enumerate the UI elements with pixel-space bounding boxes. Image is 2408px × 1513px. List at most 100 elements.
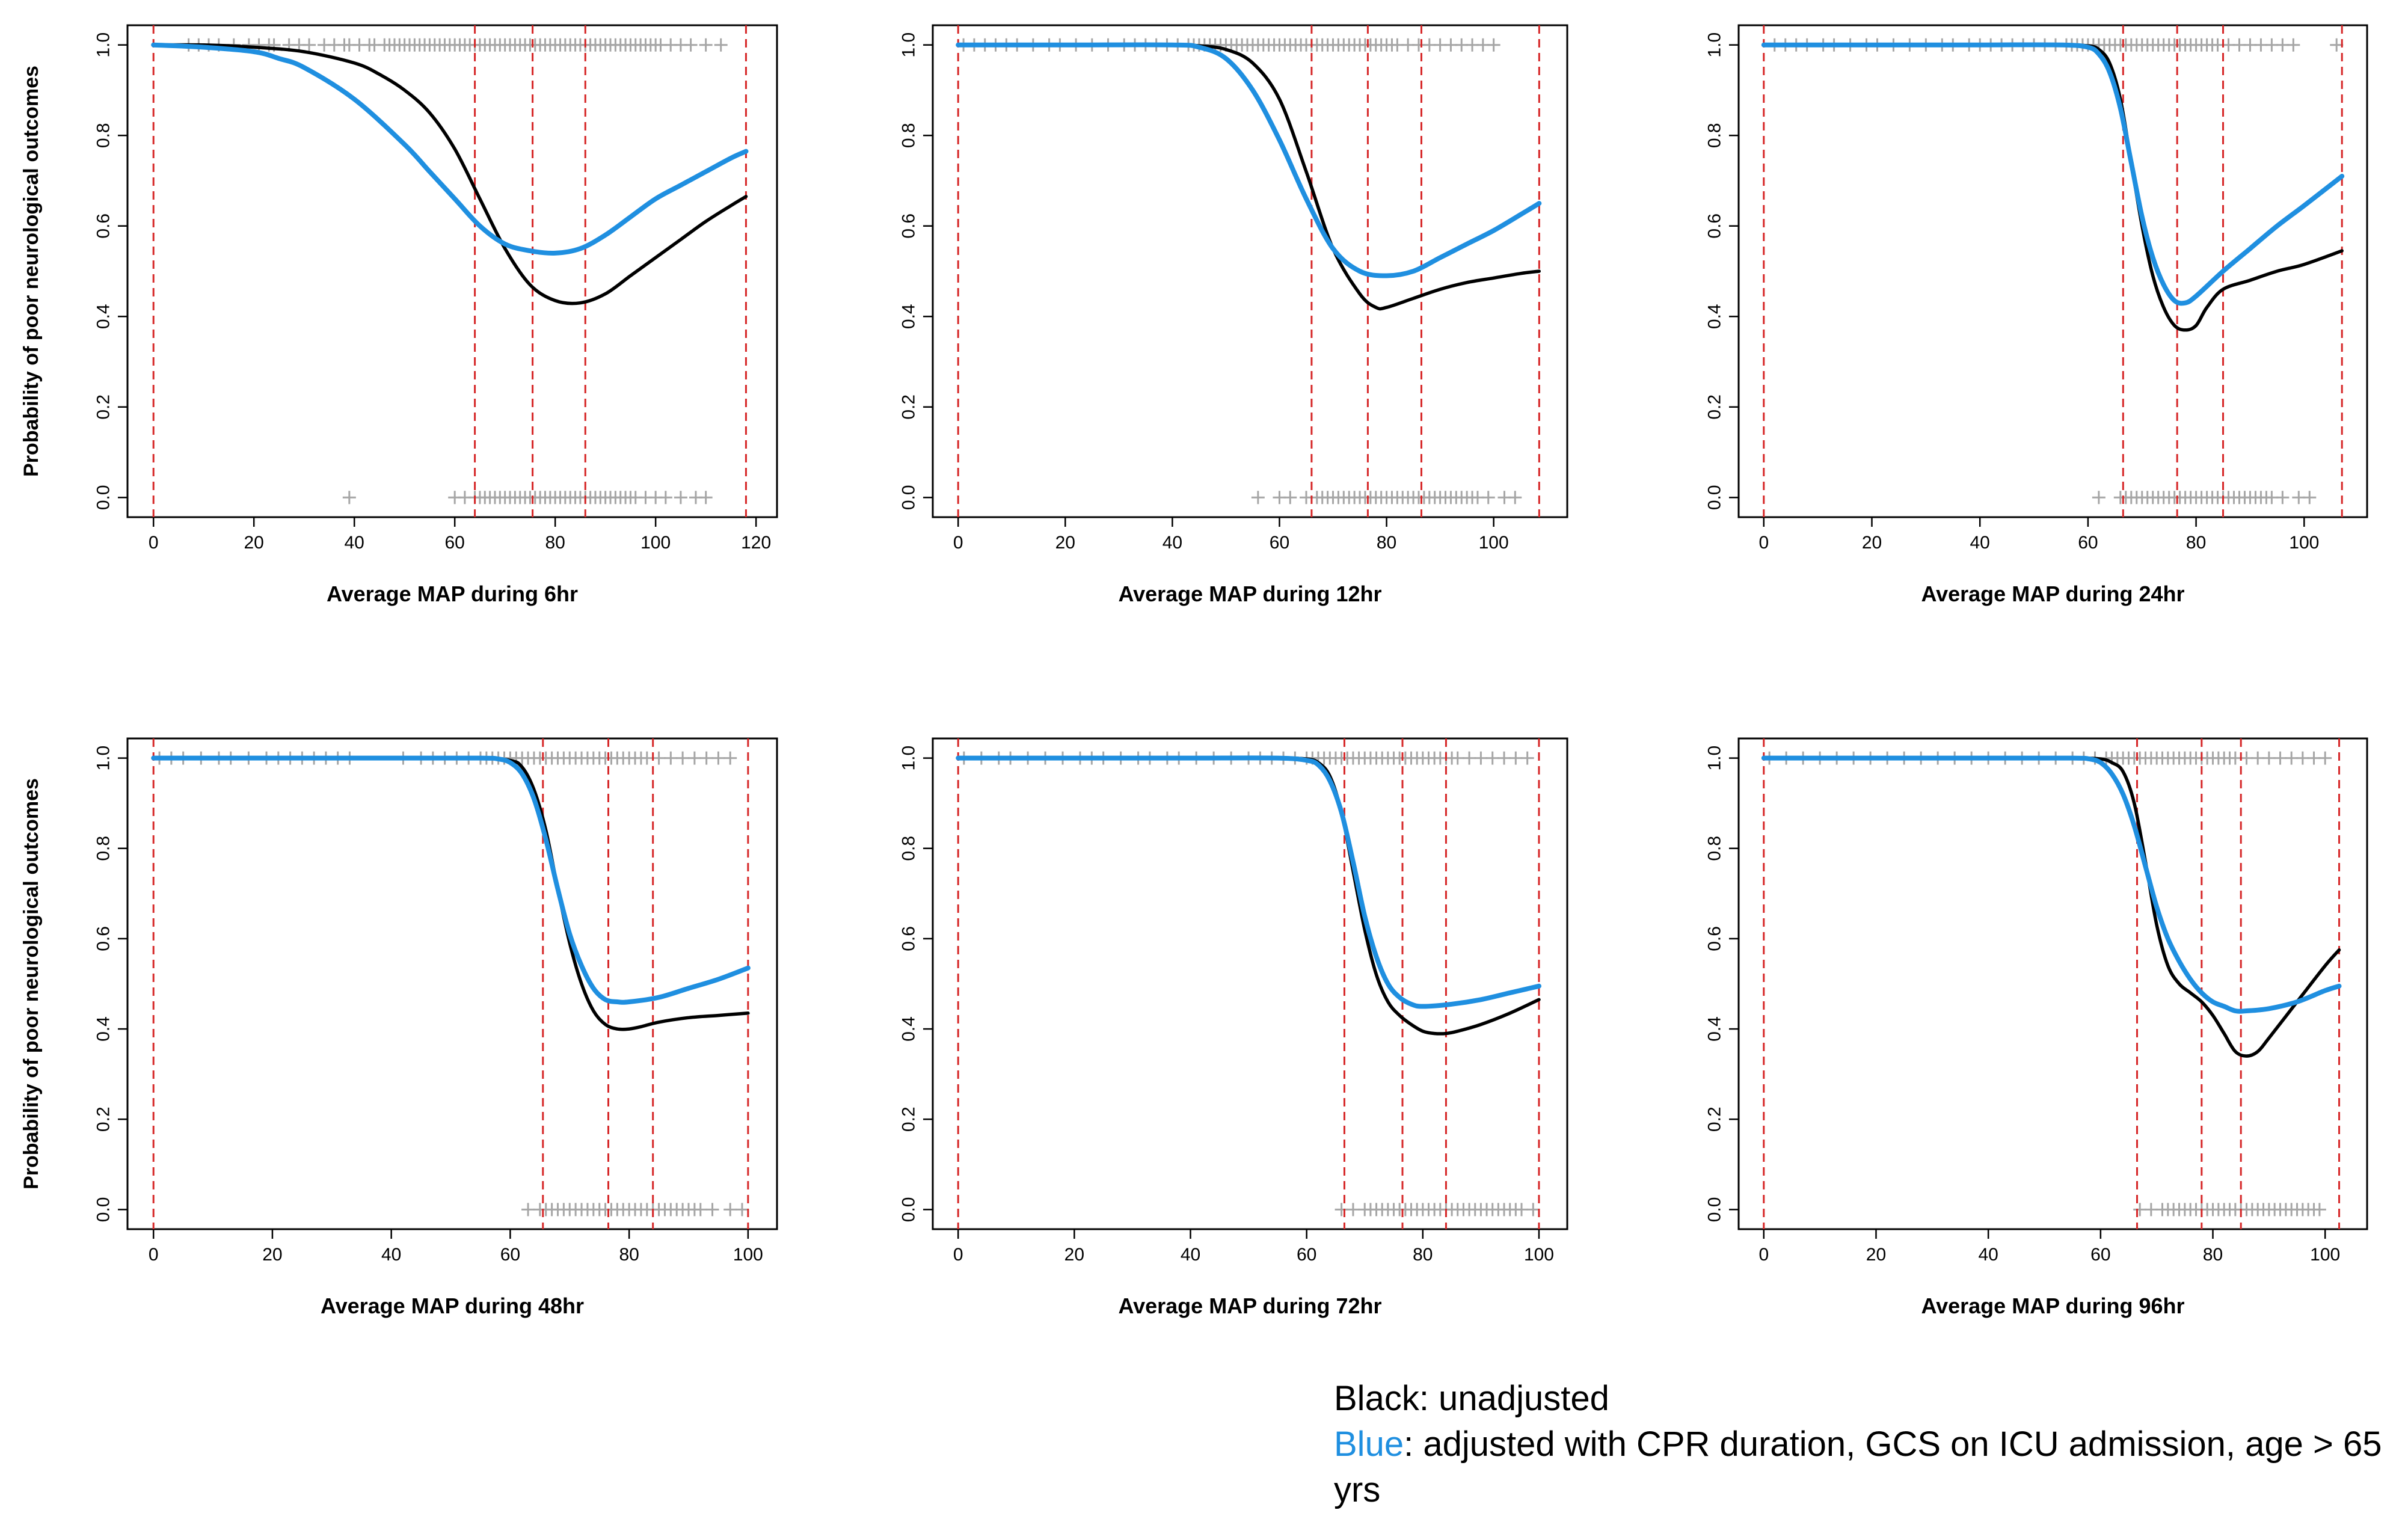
panel-2: 0 20 40 60 80 100 0.0 0.2 0.4 0.6 0.8 1.0 Average MA… [899, 24, 1568, 606]
rug-mark-bottom [2303, 491, 2317, 505]
legend-blue-key: Blue [1334, 1425, 1404, 1464]
y-tick-label: 1.0 [1705, 32, 1725, 58]
x-tick-label: 20 [1064, 1245, 1084, 1265]
rug-mark-top [2307, 751, 2321, 765]
rug-mark-top [2287, 38, 2300, 52]
y-tick-label: 0.6 [1705, 926, 1725, 951]
y-tick-label: 0.0 [899, 485, 919, 510]
rug-mark-top [2251, 751, 2265, 765]
rug-mark-top [711, 751, 725, 765]
x-axis-title: Average MAP during 6hr [327, 582, 578, 606]
x-tick-label: 40 [344, 533, 364, 553]
rug-group [153, 751, 749, 1217]
x-axis-title: Average MAP during 96hr [1921, 1294, 2184, 1318]
rug-mark-bottom [1526, 1203, 1540, 1217]
y-tick-label: 0.8 [94, 123, 114, 148]
y-tick-label: 0.2 [899, 1106, 919, 1132]
series-line-adjusted [956, 42, 1542, 278]
y-tick-label: 0.0 [1705, 1197, 1725, 1223]
x-tick-label: 40 [1163, 533, 1182, 553]
x-tick-label: 60 [444, 533, 464, 553]
panel-5: 0 20 40 60 80 100 0.0 0.2 0.4 0.6 0.8 1.0 Average MA… [899, 737, 1568, 1318]
y-tick-label: 0.6 [899, 926, 919, 951]
rug-mark-bottom [342, 491, 356, 505]
x-tick-label: 100 [1524, 1245, 1554, 1265]
rug-mark-top [2296, 751, 2309, 765]
rug-mark-bottom [2312, 1203, 2326, 1217]
legend-adjusted: Blue: adjusted with CPR duration, GCS on… [1334, 1422, 2408, 1513]
rug-mark-top [1463, 751, 1476, 765]
y-tick-label: 0.2 [1705, 1106, 1725, 1132]
rug-mark-top [652, 751, 666, 765]
rug-mark-bottom [723, 1203, 737, 1217]
rug-mark-top [699, 751, 713, 765]
y-tick-label: 0.8 [899, 123, 919, 148]
x-tick-label: 60 [1270, 533, 1289, 553]
rug-group [1763, 751, 2332, 1217]
series-line-adjusted [1761, 755, 2342, 1014]
rug-mark-bottom [1508, 491, 1522, 505]
y-tick-label: 0.6 [94, 926, 114, 951]
y-tick-label: 0.2 [94, 394, 114, 420]
x-tick-label: 20 [1866, 1245, 1886, 1265]
rug-mark-bottom [2276, 491, 2290, 505]
x-tick-label: 100 [2310, 1245, 2340, 1265]
x-tick-label: 100 [2289, 533, 2319, 553]
x-tick-label: 80 [1377, 533, 1396, 553]
rug-mark-top [1520, 751, 1534, 765]
y-tick-label: 0.4 [899, 1016, 919, 1042]
rug-group [957, 751, 1540, 1217]
x-tick-label: 40 [1181, 1245, 1200, 1265]
rug-mark-top [723, 751, 737, 765]
rug-mark-top [2262, 751, 2276, 765]
rug-mark-bottom [1251, 491, 1265, 505]
x-tick-label: 80 [2186, 533, 2206, 553]
x-axis-title: Average MAP during 72hr [1118, 1294, 1381, 1318]
y-tick-label: 0.4 [1705, 1016, 1725, 1042]
rug-mark-bottom [735, 1203, 749, 1217]
x-tick-label: 80 [545, 533, 565, 553]
series-line-unadjusted [1762, 43, 2344, 332]
x-tick-label: 100 [1479, 533, 1509, 553]
x-tick-label: 0 [1758, 1245, 1769, 1265]
rug-group [182, 38, 728, 505]
rug-mark-bottom [1481, 491, 1495, 505]
y-tick-label: 0.2 [899, 394, 919, 420]
panel-3: 0 20 40 60 80 100 0.0 0.2 0.4 0.6 0.8 1.0 Average MA… [1705, 24, 2368, 606]
x-axis-title: Average MAP during 48hr [321, 1294, 584, 1318]
x-tick-label: 0 [149, 533, 159, 553]
rug-mark-bottom [674, 491, 687, 505]
rug-mark-top [714, 38, 728, 52]
rug-mark-top [640, 751, 654, 765]
rug-mark-bottom [1346, 1203, 1360, 1217]
rug-mark-top [1509, 751, 1523, 765]
y-tick-label: 0.8 [1705, 836, 1725, 861]
plot-frame [126, 737, 778, 1230]
y-tick-label: 0.2 [94, 1106, 114, 1132]
x-tick-label: 80 [619, 1245, 639, 1265]
rug-mark-top [303, 38, 316, 52]
y-tick-label: 0.6 [1705, 213, 1725, 239]
y-tick-label: 0.0 [94, 485, 114, 510]
y-tick-label: 1.0 [899, 746, 919, 771]
y-axis-title: Probability of poor neurological outcome… [20, 778, 43, 1189]
y-tick-label: 0.4 [899, 304, 919, 329]
x-tick-label: 40 [1970, 533, 1990, 553]
y-tick-label: 0.6 [94, 213, 114, 239]
legend: Black: unadjusted Blue: adjusted with CP… [1334, 1376, 2408, 1513]
y-tick-label: 1.0 [899, 32, 919, 58]
x-tick-label: 20 [262, 1245, 282, 1265]
series-line-unadjusted [152, 43, 748, 305]
series-line-unadjusted [956, 756, 1541, 1036]
rug-mark-bottom [2092, 491, 2105, 505]
plot-frame [932, 737, 1568, 1230]
x-tick-label: 0 [953, 533, 963, 553]
panel-4: 0 20 40 60 80 100 0.0 0.2 0.4 0.6 0.8 1.0 Average MA… [20, 737, 778, 1318]
rug-mark-top [2228, 751, 2242, 765]
x-tick-label: 80 [2203, 1245, 2223, 1265]
legend-black-key: Black [1334, 1379, 1419, 1418]
y-tick-label: 0.0 [899, 1197, 919, 1223]
x-axis-title: Average MAP during 12hr [1118, 582, 1381, 606]
plot-frame [1737, 24, 2368, 518]
y-tick-label: 0.8 [899, 836, 919, 861]
